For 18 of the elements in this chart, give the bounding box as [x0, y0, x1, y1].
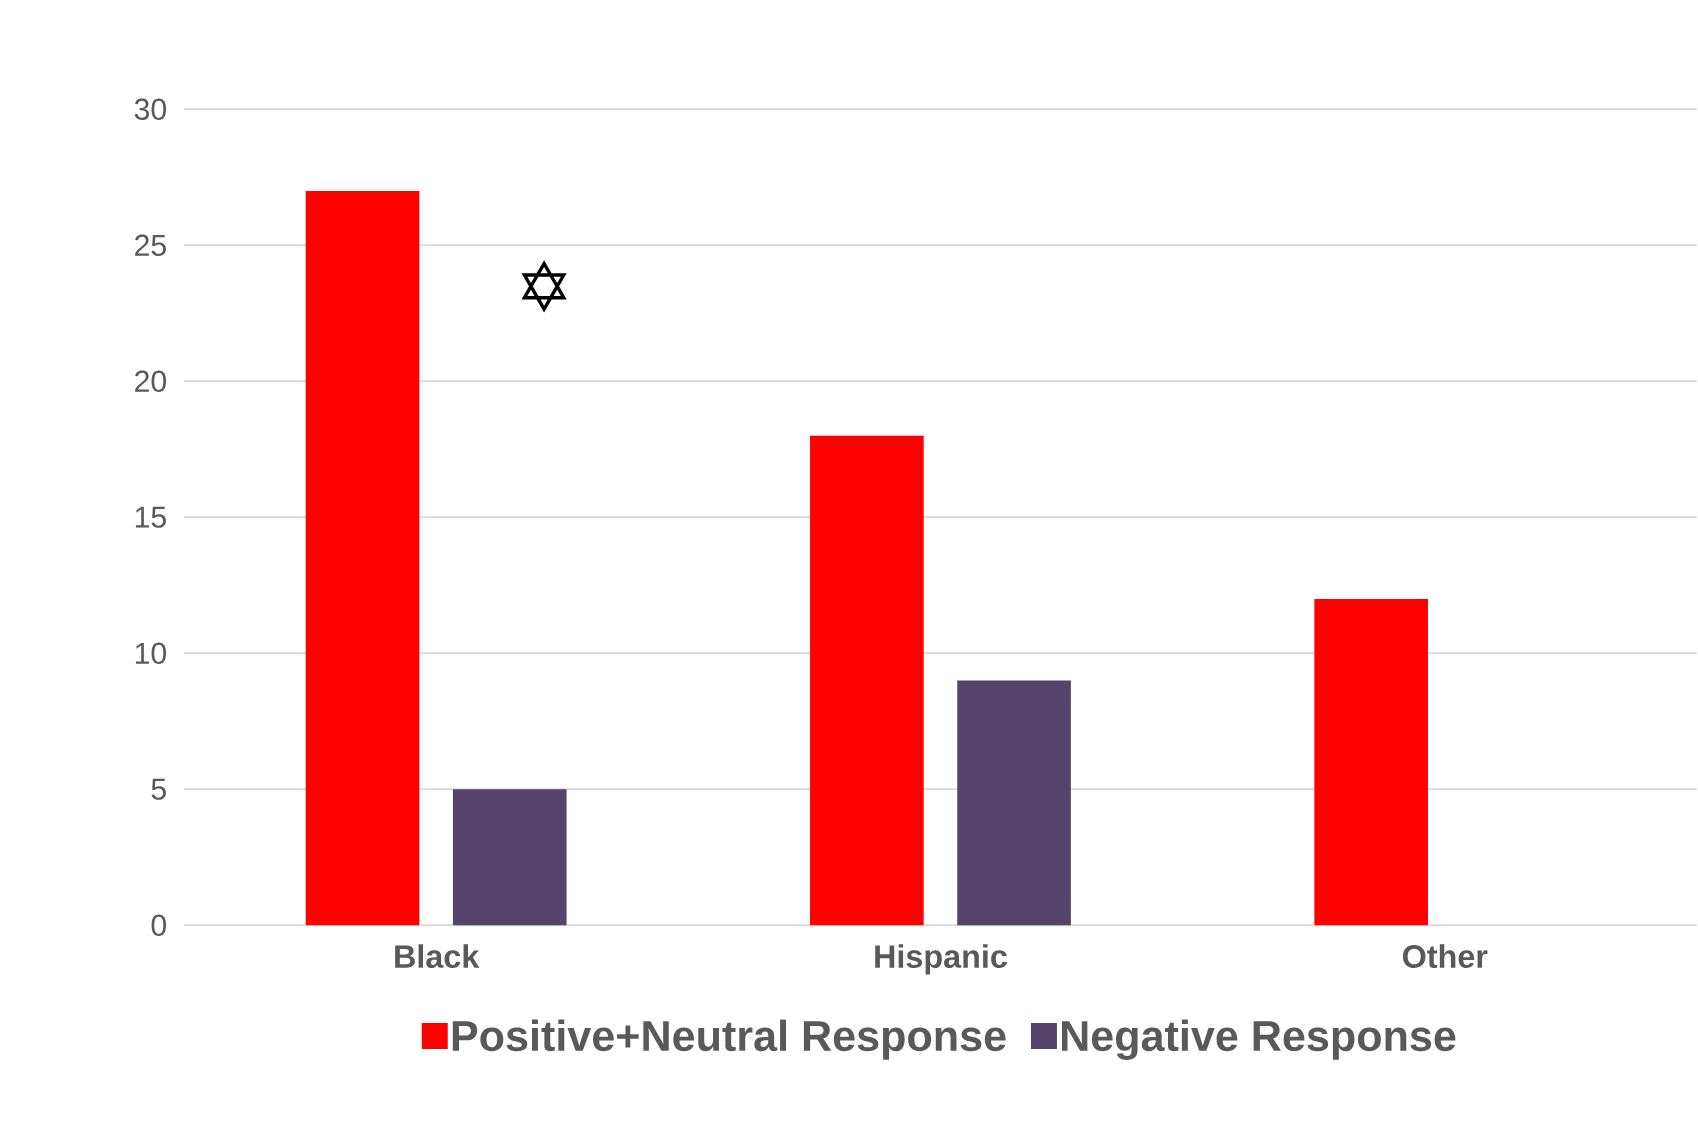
- x-tick-label: Other: [1402, 944, 1488, 968]
- x-tick-label: Black: [395, 944, 480, 968]
- bar: [957, 680, 1071, 926]
- bar: [452, 789, 567, 926]
- bar: [305, 190, 420, 926]
- y-tick-label: 30: [134, 98, 166, 120]
- legend-label: Negative Response: [1061, 1019, 1456, 1060]
- y-tick-label: 20: [135, 370, 166, 392]
- bar: [810, 435, 924, 926]
- x-tick-label: Hispanic: [875, 944, 1007, 975]
- annotation: ✡: [521, 260, 567, 313]
- y-tick-label: 0: [151, 914, 167, 936]
- bar: [1314, 598, 1428, 926]
- y-tick-label: 25: [135, 234, 166, 256]
- legend-label: Positive+Neutral Response: [452, 1019, 1006, 1060]
- y-tick-label: 5: [151, 778, 166, 800]
- y-tick-label: 10: [135, 642, 166, 664]
- y-tick-label: 15: [135, 506, 166, 528]
